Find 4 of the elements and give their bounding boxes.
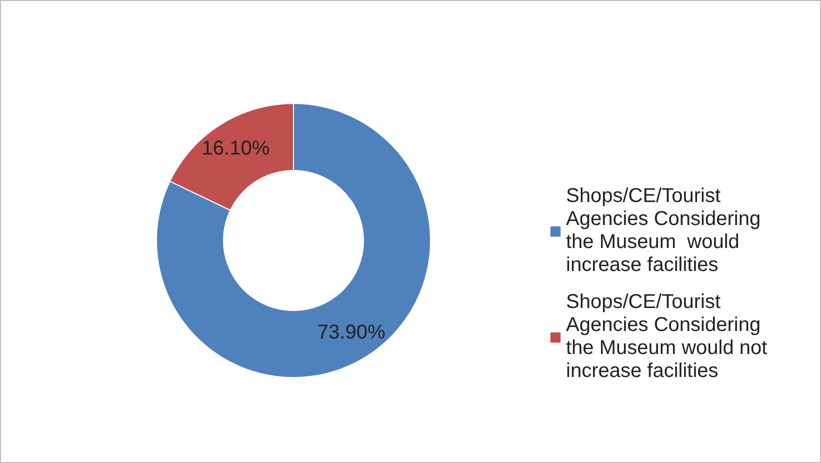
data-label: 16.10% <box>202 138 270 160</box>
legend-label: Shops/CE/Tourist Agencies Considering the Museum would increase facilities <box>566 185 761 277</box>
data-label: 73.90% <box>317 321 386 344</box>
legend-label: Shops/CE/Tourist Agencies Considering the Museum would not increase facilities <box>566 291 768 383</box>
